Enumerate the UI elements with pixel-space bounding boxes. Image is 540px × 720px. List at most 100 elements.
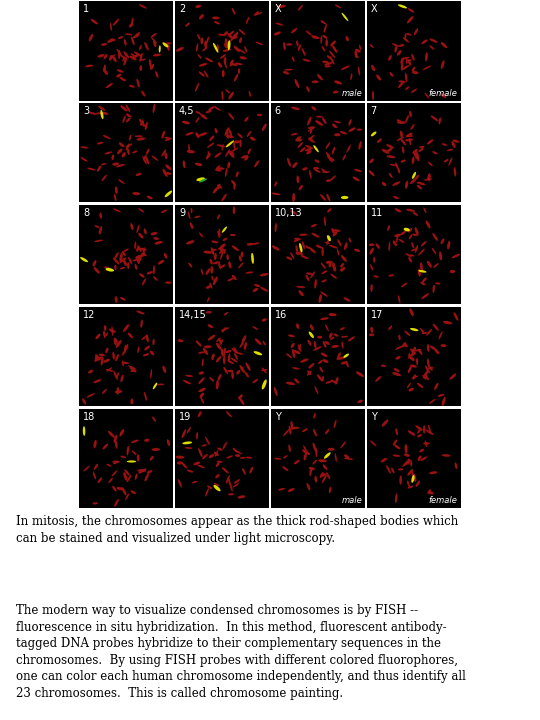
Ellipse shape [341,267,345,272]
Ellipse shape [149,59,152,68]
Ellipse shape [199,233,203,238]
Ellipse shape [244,342,247,350]
Ellipse shape [423,207,427,213]
Ellipse shape [425,366,430,374]
Ellipse shape [134,241,137,249]
Ellipse shape [299,233,307,236]
Ellipse shape [252,243,260,245]
Ellipse shape [214,153,221,158]
Ellipse shape [417,434,422,438]
Ellipse shape [329,487,332,493]
Ellipse shape [340,441,346,449]
Text: 8: 8 [83,208,89,218]
Ellipse shape [430,346,437,351]
Ellipse shape [199,63,207,66]
Ellipse shape [348,119,352,126]
Ellipse shape [400,475,402,485]
Ellipse shape [413,212,418,216]
Ellipse shape [274,387,278,396]
Ellipse shape [298,344,301,352]
Ellipse shape [416,358,418,365]
Ellipse shape [431,115,438,122]
Ellipse shape [239,398,245,405]
Ellipse shape [206,311,212,314]
Ellipse shape [236,171,239,177]
Ellipse shape [137,454,139,462]
Ellipse shape [272,246,280,251]
Ellipse shape [114,296,118,303]
Ellipse shape [222,48,231,52]
Ellipse shape [250,137,255,141]
Ellipse shape [395,208,401,212]
Ellipse shape [92,503,98,505]
Ellipse shape [296,136,301,140]
Ellipse shape [314,341,316,349]
Ellipse shape [151,37,157,43]
Ellipse shape [152,156,158,161]
Ellipse shape [145,156,149,164]
Ellipse shape [332,147,335,155]
Ellipse shape [97,54,104,58]
Ellipse shape [117,69,124,73]
Ellipse shape [233,207,235,214]
Ellipse shape [123,115,126,123]
Ellipse shape [100,110,104,120]
Ellipse shape [213,261,220,264]
Ellipse shape [210,259,213,264]
Ellipse shape [283,429,289,436]
Ellipse shape [340,327,345,330]
Ellipse shape [400,130,403,138]
Ellipse shape [115,186,118,194]
Ellipse shape [322,171,330,173]
Ellipse shape [215,474,220,478]
Ellipse shape [325,341,330,345]
Ellipse shape [335,377,339,384]
Ellipse shape [205,488,209,497]
Ellipse shape [330,56,335,65]
Ellipse shape [401,65,409,71]
Ellipse shape [153,40,157,48]
Ellipse shape [330,40,336,47]
Ellipse shape [238,495,246,498]
Ellipse shape [198,411,201,417]
Ellipse shape [431,248,436,254]
Ellipse shape [105,348,109,354]
Ellipse shape [303,453,307,460]
Ellipse shape [257,114,262,116]
Ellipse shape [227,40,231,50]
Ellipse shape [127,460,136,462]
Ellipse shape [295,138,302,142]
Ellipse shape [240,457,246,459]
Ellipse shape [388,55,392,60]
Ellipse shape [332,45,338,53]
Ellipse shape [232,8,235,15]
Ellipse shape [117,49,122,56]
Ellipse shape [412,71,418,74]
Ellipse shape [218,374,221,381]
Ellipse shape [334,133,341,136]
Ellipse shape [235,63,242,65]
Ellipse shape [340,131,347,135]
Ellipse shape [167,42,170,51]
Ellipse shape [128,257,132,264]
Ellipse shape [194,216,200,218]
Ellipse shape [225,143,231,147]
Ellipse shape [317,374,323,382]
Ellipse shape [109,55,112,60]
Ellipse shape [415,245,418,253]
Ellipse shape [306,150,312,154]
Ellipse shape [127,148,130,155]
Ellipse shape [433,263,438,268]
Ellipse shape [112,352,115,360]
Ellipse shape [311,248,316,253]
Ellipse shape [122,251,126,256]
Ellipse shape [143,155,146,161]
Ellipse shape [335,4,341,8]
Ellipse shape [220,264,225,268]
Ellipse shape [432,151,437,154]
Ellipse shape [201,269,204,275]
Ellipse shape [216,338,221,342]
Ellipse shape [358,66,360,76]
Ellipse shape [240,365,245,373]
Ellipse shape [394,445,400,449]
